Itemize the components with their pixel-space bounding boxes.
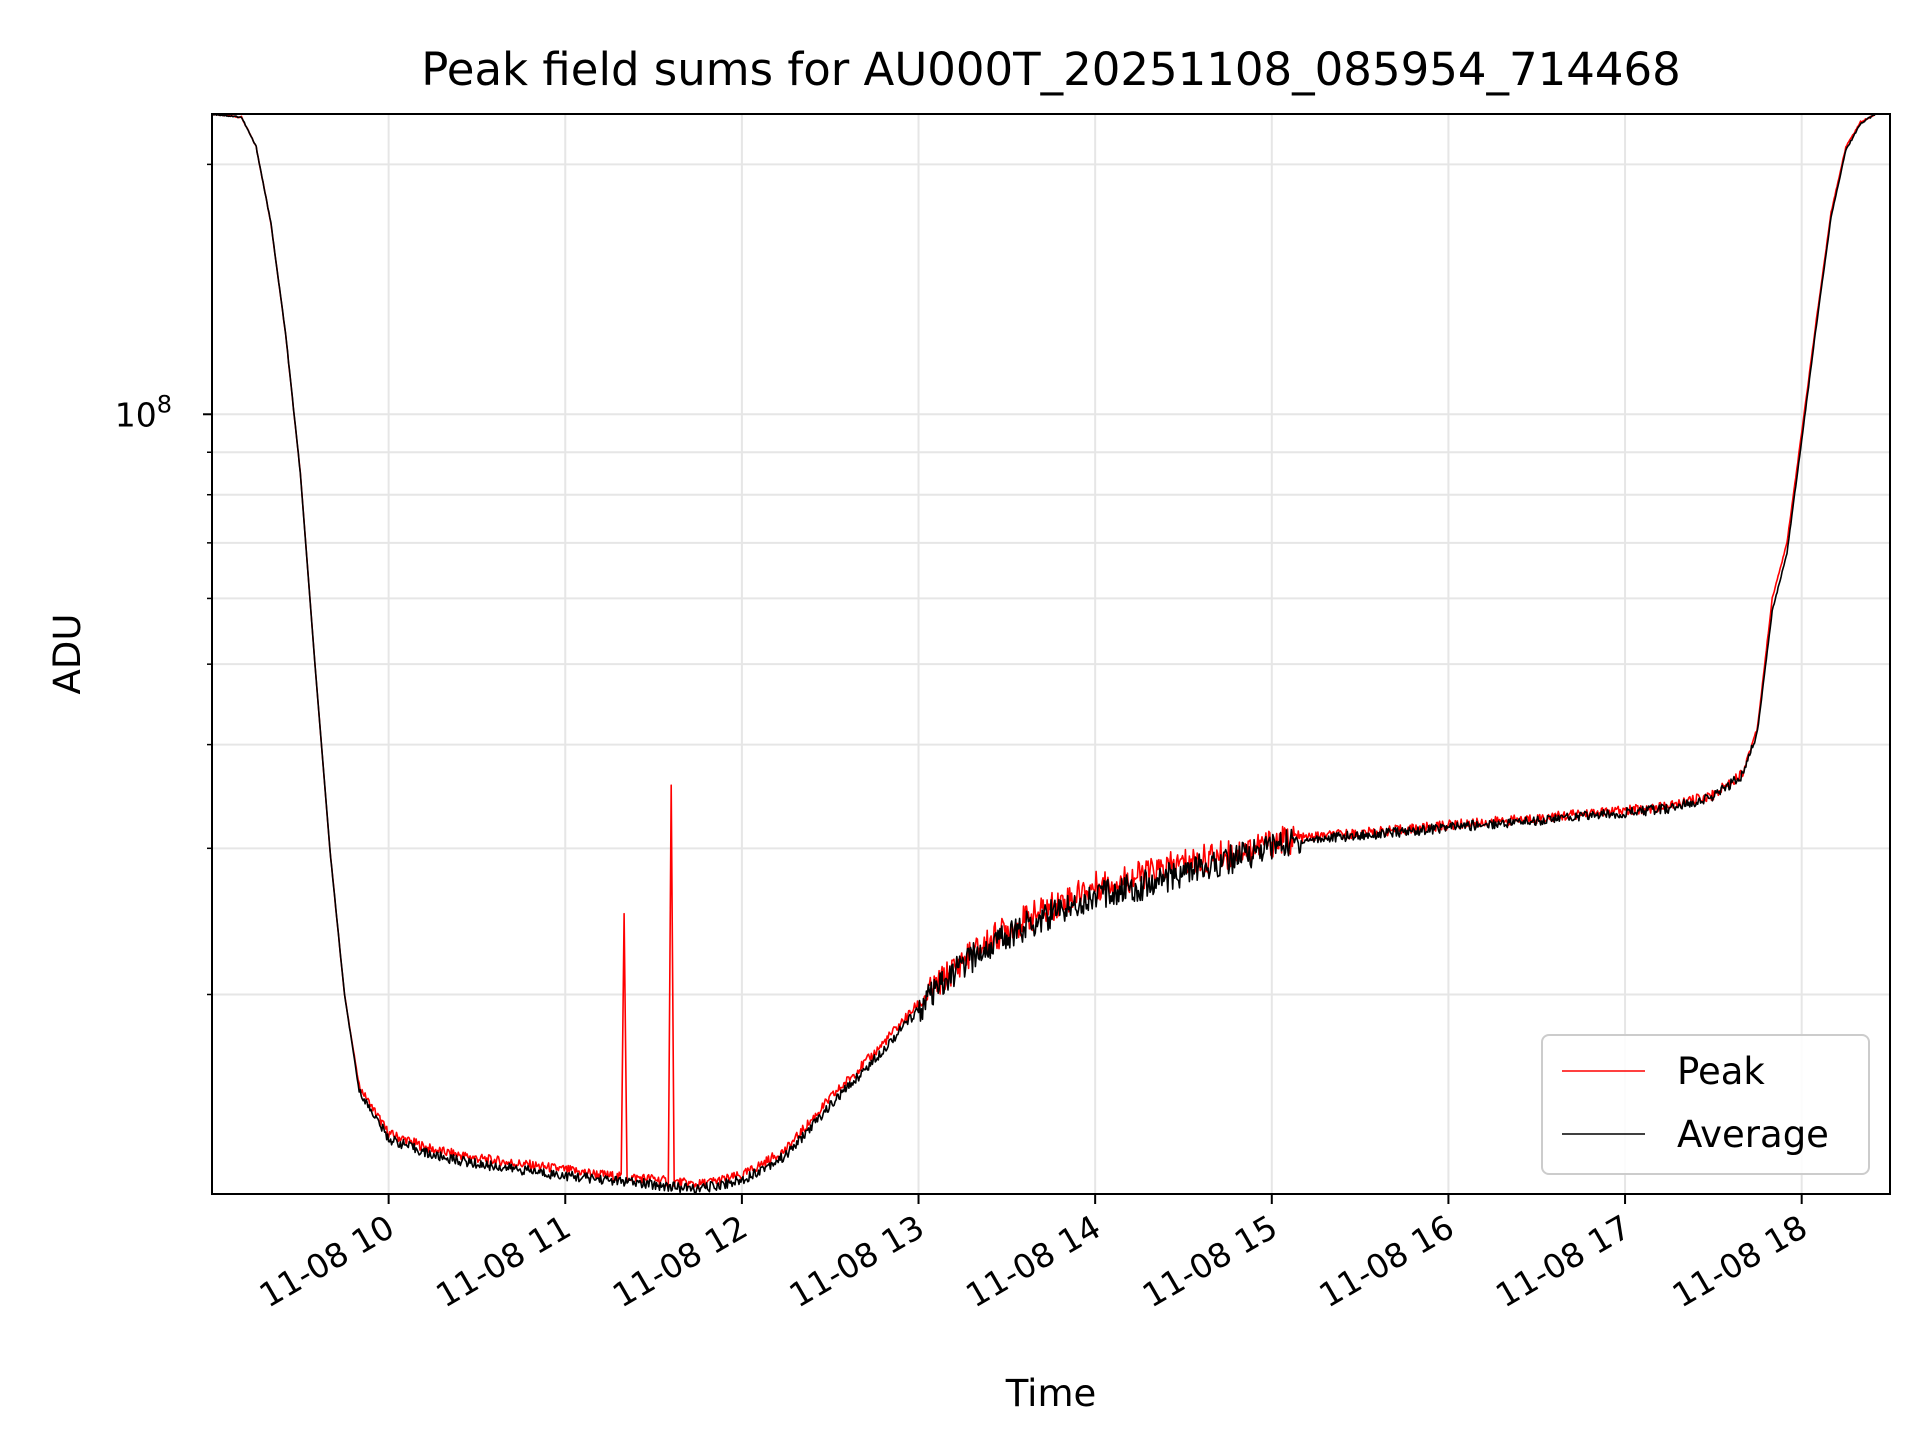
x-tick-label: 11-08 13 [783, 1207, 931, 1315]
x-axis-label: Time [1005, 1372, 1097, 1415]
x-tick-label: 11-08 10 [253, 1207, 401, 1315]
x-tick-label: 11-08 11 [429, 1207, 577, 1315]
grid-layer [212, 114, 1890, 1194]
chart-title: Peak field sums for AU000T_20251108_0859… [421, 43, 1681, 96]
series-layer [212, 114, 1876, 1194]
x-tick-label: 11-08 15 [1136, 1207, 1284, 1315]
x-tick-label: 11-08 14 [959, 1207, 1107, 1315]
legend-label-average: Average [1677, 1113, 1829, 1156]
plot-frame [211, 113, 1891, 1195]
x-tick-label: 11-08 16 [1312, 1207, 1460, 1315]
y-tick-label: 108 [115, 390, 172, 434]
legend: Peak Average [1541, 1034, 1870, 1175]
y-axis-label: ADU [46, 614, 89, 695]
legend-box [1541, 1034, 1870, 1175]
x-tick-label: 11-08 12 [606, 1207, 754, 1315]
legend-label-peak: Peak [1677, 1050, 1765, 1093]
x-tick-label: 11-08 18 [1666, 1207, 1814, 1315]
series-line-average [212, 114, 1876, 1194]
x-tick-label: 11-08 17 [1489, 1207, 1637, 1315]
